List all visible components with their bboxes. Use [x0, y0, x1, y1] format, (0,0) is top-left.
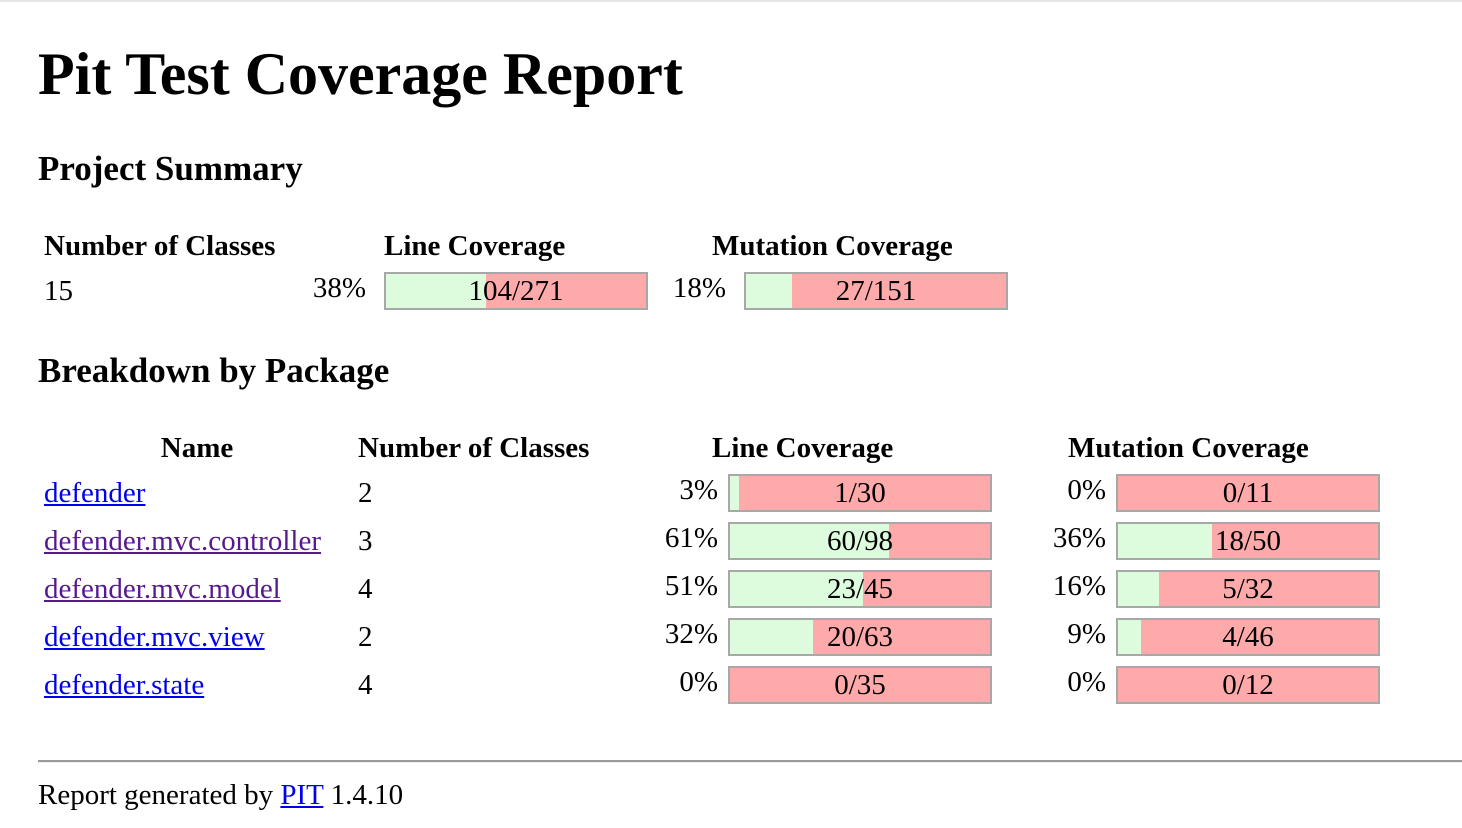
line-coverage-legend: 23/45	[826, 573, 894, 605]
top-border	[0, 0, 1462, 2]
footer-prefix: Report generated by	[38, 779, 274, 811]
line-coverage-legend: 0/35	[834, 669, 886, 701]
package-link-defender-state[interactable]: defender.state	[44, 669, 205, 701]
header-line-coverage: Line Coverage	[712, 432, 894, 464]
mutation-percent: 36%	[1052, 522, 1106, 554]
mutation-percent: 9%	[1067, 618, 1106, 650]
mutation-coverage-legend: 5/32	[1222, 573, 1274, 605]
footer: Report generated by PIT 1.4.10	[38, 778, 403, 813]
line-percent: 32%	[664, 618, 718, 650]
line-coverage-bar: 1/30	[728, 474, 992, 512]
line-coverage-bar: 0/35	[728, 666, 992, 704]
summary-line-percent: 38%	[312, 272, 366, 304]
footer-version: 1.4.10	[330, 779, 404, 811]
summary-line-coverage-bar: 104/271	[384, 272, 648, 310]
line-coverage-legend: 1/30	[834, 477, 886, 509]
covered-fill	[730, 524, 890, 558]
mutation-percent: 16%	[1052, 570, 1106, 602]
summary-mutation-legend: 27/151	[835, 275, 917, 307]
line-percent: 0%	[679, 666, 718, 698]
covered-fill	[730, 620, 813, 654]
summary-header-classes: Number of Classes	[44, 230, 276, 262]
covered-fill	[386, 274, 486, 308]
mutation-coverage-legend: 4/46	[1222, 621, 1274, 653]
pit-link[interactable]: PIT	[280, 779, 324, 811]
header-number-of-classes: Number of Classes	[358, 432, 590, 464]
line-coverage-legend: 20/63	[826, 621, 894, 653]
covered-fill	[730, 572, 863, 606]
line-coverage-bar: 23/45	[728, 570, 992, 608]
mutation-coverage-bar: 18/50	[1116, 522, 1380, 560]
package-link-defender-mvc-controller[interactable]: defender.mvc.controller	[44, 525, 321, 557]
line-percent: 3%	[679, 474, 718, 506]
mutation-coverage-bar: 5/32	[1116, 570, 1380, 608]
line-coverage-legend: 60/98	[826, 525, 894, 557]
package-classes-count: 4	[358, 669, 373, 701]
summary-line-legend: 104/271	[468, 275, 564, 307]
mutation-percent: 0%	[1067, 666, 1106, 698]
project-summary-heading: Project Summary	[38, 149, 303, 188]
covered-fill	[746, 274, 793, 308]
summary-header-mutation-coverage: Mutation Coverage	[712, 230, 953, 262]
package-classes-count: 4	[358, 573, 373, 605]
package-classes-count: 2	[358, 477, 373, 509]
package-link-defender[interactable]: defender	[44, 477, 146, 509]
covered-fill	[1118, 620, 1141, 654]
header-mutation-coverage: Mutation Coverage	[1068, 432, 1309, 464]
mutation-percent: 0%	[1067, 474, 1106, 506]
package-classes-count: 2	[358, 621, 373, 653]
mutation-coverage-legend: 18/50	[1214, 525, 1282, 557]
package-link-defender-mvc-view[interactable]: defender.mvc.view	[44, 621, 265, 653]
line-percent: 51%	[664, 570, 718, 602]
summary-classes-count: 15	[44, 275, 73, 307]
mutation-coverage-legend: 0/12	[1222, 669, 1274, 701]
mutation-coverage-bar: 0/12	[1116, 666, 1380, 704]
covered-fill	[730, 476, 739, 510]
header-name: Name	[160, 432, 234, 464]
mutation-coverage-legend: 0/11	[1222, 477, 1274, 509]
summary-mutation-percent: 18%	[672, 272, 726, 304]
line-percent: 61%	[664, 522, 718, 554]
breakdown-heading: Breakdown by Package	[38, 351, 390, 390]
footer-divider	[38, 760, 1462, 763]
summary-mutation-coverage-bar: 27/151	[744, 272, 1008, 310]
line-coverage-bar: 20/63	[728, 618, 992, 656]
package-link-defender-mvc-model[interactable]: defender.mvc.model	[44, 573, 281, 605]
covered-fill	[1118, 524, 1212, 558]
covered-fill	[1118, 572, 1159, 606]
line-coverage-bar: 60/98	[728, 522, 992, 560]
mutation-coverage-bar: 4/46	[1116, 618, 1380, 656]
page-title: Pit Test Coverage Report	[38, 41, 683, 107]
summary-header-line-coverage: Line Coverage	[384, 230, 566, 262]
package-classes-count: 3	[358, 525, 373, 557]
mutation-coverage-bar: 0/11	[1116, 474, 1380, 512]
